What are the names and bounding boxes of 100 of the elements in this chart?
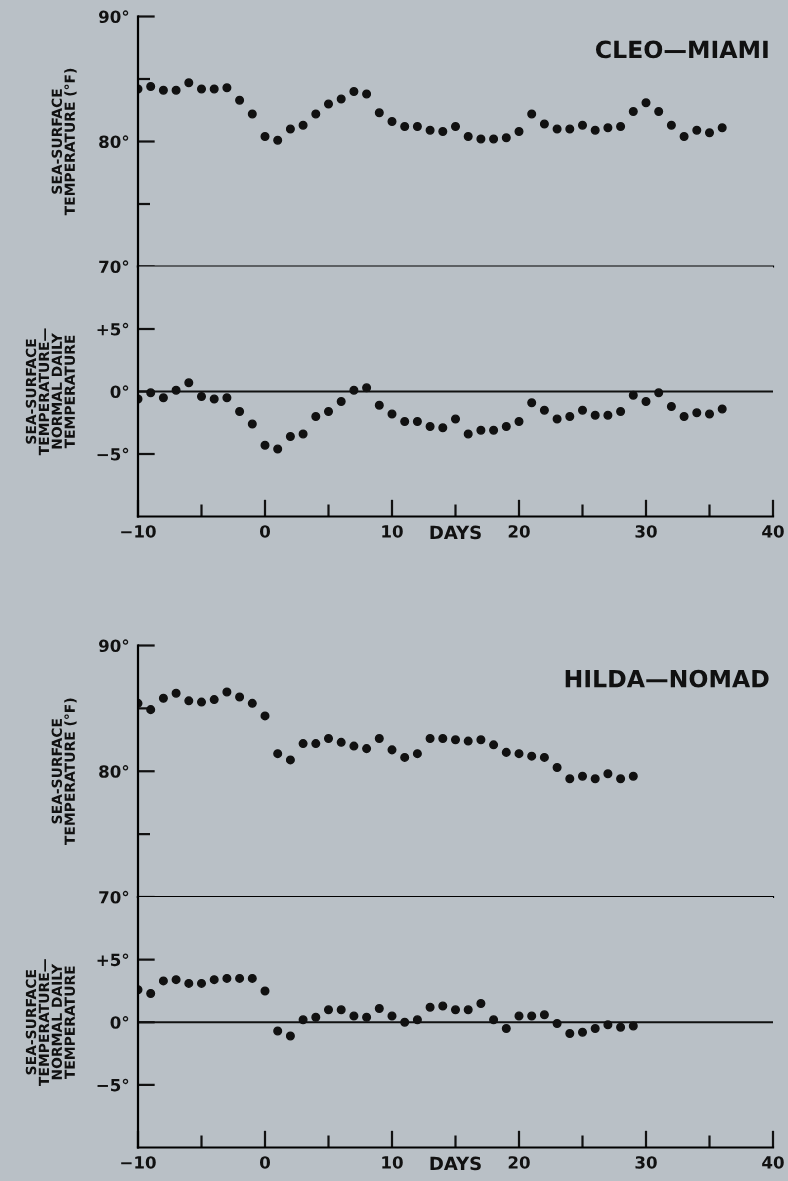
point [146, 81, 156, 92]
point [590, 1023, 600, 1034]
point [222, 83, 232, 93]
point [425, 125, 435, 135]
point [235, 692, 245, 702]
point [184, 378, 194, 388]
point [158, 393, 168, 403]
point [412, 1015, 422, 1025]
point [349, 741, 359, 751]
point [184, 978, 194, 988]
y-axis-title: SEA-SURFACE TEMPERATURE (°F) [51, 698, 77, 846]
point [590, 410, 600, 420]
point [349, 86, 359, 97]
point [209, 394, 219, 404]
point [260, 131, 270, 142]
y-tick-label: 0° [110, 1016, 129, 1029]
point [628, 771, 638, 781]
point [400, 752, 410, 762]
y-tick-label: 0° [110, 385, 129, 399]
point [298, 1015, 308, 1025]
point [400, 1017, 410, 1027]
point [387, 1011, 397, 1021]
text: HILDA—NOMAD [565, 669, 769, 688]
x-tick-label: 20 [508, 1156, 530, 1169]
point [158, 976, 168, 986]
point [616, 774, 626, 784]
x-tick-label: −10 [121, 525, 156, 538]
point [565, 1029, 575, 1039]
point [539, 1010, 549, 1020]
x-tick-label: 0 [260, 1156, 270, 1169]
point [616, 121, 626, 132]
point [450, 1005, 461, 1015]
point [628, 1021, 638, 1031]
point [349, 385, 359, 395]
point [489, 1015, 499, 1025]
x-tick-label: 10 [382, 525, 403, 538]
point [209, 695, 219, 705]
point [146, 388, 156, 398]
x-axis-title: DAYS [430, 1156, 481, 1171]
y-axis-title: SEA-SURFACE TEMPERATURE— NORMAL DAILY TEMPERATURE [25, 328, 75, 456]
point [666, 120, 676, 130]
point [323, 734, 334, 744]
point [184, 696, 194, 706]
point [438, 1001, 448, 1011]
point [285, 124, 295, 134]
point [285, 755, 295, 765]
point [260, 440, 270, 450]
point [603, 123, 613, 133]
y-tick-label: 70° [99, 890, 129, 904]
point [235, 973, 245, 983]
point [539, 752, 549, 762]
x-tick-label: −10 [121, 1156, 156, 1169]
point [527, 751, 537, 761]
point [641, 396, 651, 407]
point [260, 986, 270, 996]
y-axis-title: SEA-SURFACE TEMPERATURE (°F) [51, 68, 77, 216]
point [463, 1005, 473, 1015]
x-tick-label: 40 [762, 1156, 784, 1169]
point [641, 98, 651, 108]
point [704, 128, 715, 138]
point [577, 405, 588, 415]
y-tick-label: 80° [99, 135, 129, 149]
point [273, 749, 283, 759]
point [425, 1002, 435, 1012]
point [704, 409, 715, 419]
point [387, 745, 397, 755]
point [514, 416, 524, 427]
point [476, 998, 486, 1008]
point [298, 429, 308, 439]
point [450, 121, 461, 132]
point [146, 705, 156, 715]
point [552, 414, 562, 424]
point [603, 410, 613, 420]
point [527, 398, 537, 408]
point [565, 411, 575, 422]
point [577, 120, 588, 130]
y-tick-label: 80° [99, 765, 129, 778]
point [552, 124, 562, 134]
point [158, 693, 168, 703]
x-tick-label: 10 [382, 1156, 403, 1169]
point [501, 421, 511, 432]
x-tick-label: 30 [635, 525, 657, 538]
point [336, 94, 346, 104]
point [577, 1027, 588, 1037]
point [628, 106, 638, 117]
x-tick-label: 0 [260, 525, 270, 538]
point [463, 131, 473, 142]
point [387, 116, 397, 127]
point [158, 85, 168, 95]
point [514, 126, 524, 137]
point [374, 1003, 384, 1013]
point [603, 769, 613, 779]
point [412, 416, 422, 427]
point [196, 391, 207, 402]
point [298, 120, 308, 130]
point [222, 393, 232, 403]
text: CLEO—MIAMI [595, 40, 768, 59]
point [501, 133, 511, 143]
point [349, 1011, 359, 1021]
point [450, 735, 461, 745]
